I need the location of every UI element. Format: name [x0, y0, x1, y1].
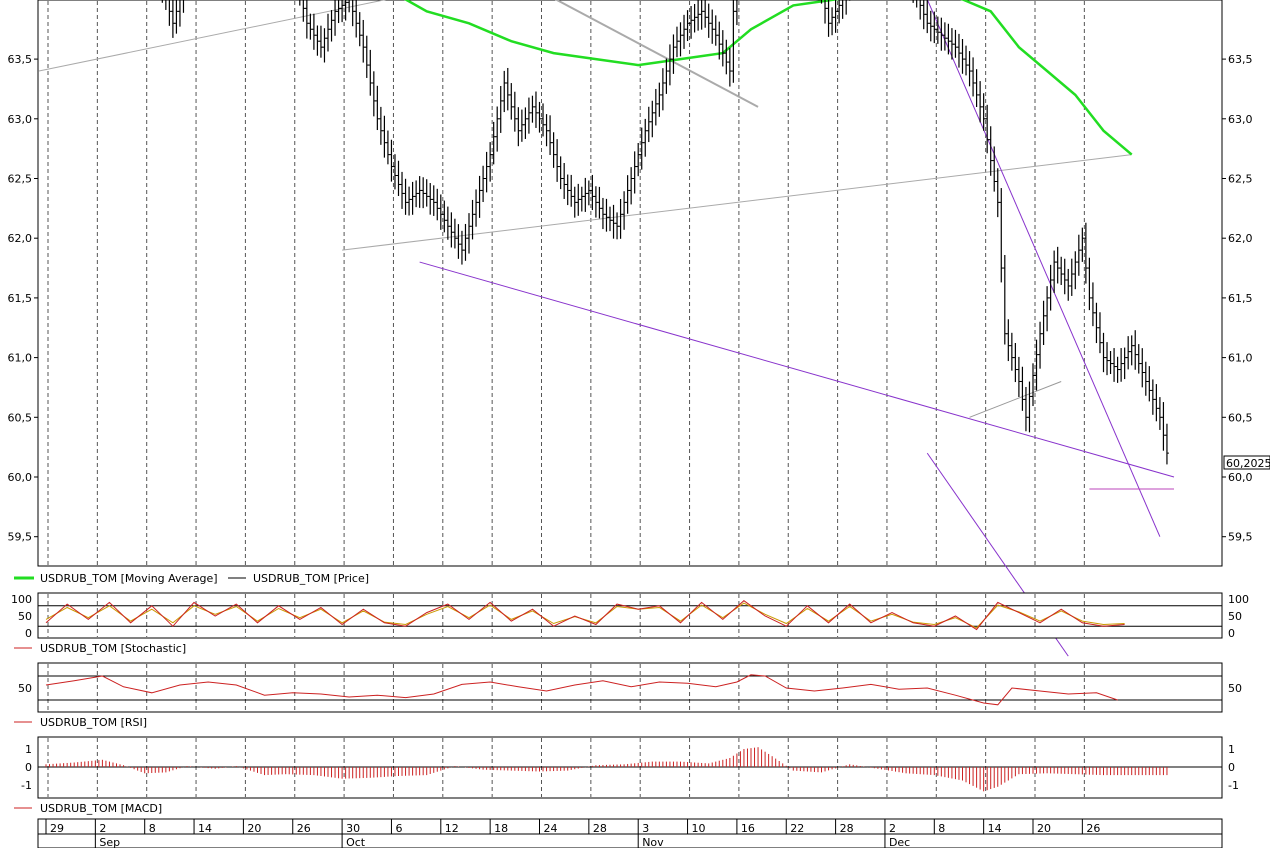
- day-label: 10: [692, 822, 706, 835]
- last-price-label: 60,2025: [1226, 457, 1270, 470]
- y-tick-label-left: 61,0: [8, 352, 33, 365]
- stoch-tick-right: 50: [1228, 610, 1242, 623]
- price-bars: [161, 0, 1169, 465]
- month-label: Dec: [889, 836, 910, 848]
- macd-histogram: [45, 747, 1168, 792]
- y-tick-label-left: 59,5: [8, 531, 33, 544]
- day-label: 20: [1037, 822, 1051, 835]
- rsi-line: [45, 674, 1118, 706]
- y-tick-label-left: 61,5: [8, 292, 33, 305]
- day-label: 3: [642, 822, 649, 835]
- day-label: 28: [840, 822, 854, 835]
- stoch-tick-right: 0: [1228, 627, 1235, 640]
- price-panel: [37, 0, 1223, 567]
- day-label: 29: [50, 822, 64, 835]
- day-label: 28: [593, 822, 607, 835]
- day-label: 12: [445, 822, 459, 835]
- macd-tick-left: -1: [21, 779, 32, 792]
- y-tick-label-left: 63,0: [8, 113, 33, 126]
- day-label: 8: [938, 822, 945, 835]
- macd-tick-left: 0: [25, 761, 32, 774]
- month-label: Oct: [346, 836, 366, 848]
- y-tick-label-right: 63,5: [1228, 53, 1253, 66]
- y-tick-label-right: 61,5: [1228, 292, 1253, 305]
- y-tick-label-right: 61,0: [1228, 352, 1253, 365]
- y-tick-label-left: 63,5: [8, 53, 33, 66]
- macd-tick-right: -1: [1228, 779, 1239, 792]
- day-label: 26: [297, 822, 311, 835]
- rsi-legend-label: USDRUB_TOM [RSI]: [40, 716, 147, 729]
- day-label: 16: [741, 822, 755, 835]
- day-label: 24: [544, 822, 558, 835]
- y-tick-label-right: 62,5: [1228, 173, 1253, 186]
- rsi-panel: [37, 662, 1223, 713]
- y-tick-label-right: 62,0: [1228, 232, 1253, 245]
- rsi-tick-right: 50: [1228, 682, 1242, 695]
- stoch-tick-left: 100: [11, 593, 32, 606]
- y-tick-label-left: 60,5: [8, 411, 33, 424]
- day-label: 14: [988, 822, 1002, 835]
- day-label: 2: [889, 822, 896, 835]
- trendline-3: [342, 154, 1132, 251]
- trendline-2: [38, 0, 387, 72]
- legend-label-ma: USDRUB_TOM [Moving Average]: [40, 572, 218, 585]
- day-label: 14: [198, 822, 212, 835]
- trendline-7: [969, 381, 1062, 418]
- stoch-tick-right: 100: [1228, 593, 1249, 606]
- day-label: 30: [346, 822, 360, 835]
- rsi-tick-left: 50: [18, 682, 32, 695]
- stoch-legend-label: USDRUB_TOM [Stochastic]: [40, 642, 186, 655]
- day-label: 6: [395, 822, 402, 835]
- month-label: Nov: [642, 836, 664, 848]
- month-label: Sep: [99, 836, 120, 848]
- last-price-box: [1223, 455, 1270, 470]
- trendline-4: [419, 261, 1175, 478]
- moving-average-line: [404, 0, 1133, 156]
- trendline-1: [554, 0, 759, 108]
- day-label: 20: [247, 822, 261, 835]
- stoch-tick-left: 50: [18, 610, 32, 623]
- day-label: 2: [99, 822, 106, 835]
- y-tick-label-left: 62,0: [8, 232, 33, 245]
- y-tick-label-right: 59,5: [1228, 531, 1253, 544]
- trendline-5: [926, 0, 1161, 537]
- day-label: 22: [790, 822, 804, 835]
- y-tick-label-left: 60,0: [8, 471, 33, 484]
- stoch-k-line: [45, 600, 1125, 631]
- day-label: 26: [1086, 822, 1100, 835]
- macd-legend-label: USDRUB_TOM [MACD]: [40, 802, 162, 815]
- macd-tick-left: 1: [25, 743, 32, 756]
- day-label: 8: [149, 822, 156, 835]
- day-label: 18: [494, 822, 508, 835]
- y-tick-label-right: 63,0: [1228, 113, 1253, 126]
- y-tick-label-right: 60,5: [1228, 411, 1253, 424]
- stoch-tick-left: 0: [25, 627, 32, 640]
- legend-label-price: USDRUB_TOM [Price]: [253, 572, 369, 585]
- macd-tick-right: 0: [1228, 761, 1235, 774]
- macd-tick-right: 1: [1228, 743, 1235, 756]
- y-tick-label-right: 60,0: [1228, 471, 1253, 484]
- y-tick-label-left: 62,5: [8, 173, 33, 186]
